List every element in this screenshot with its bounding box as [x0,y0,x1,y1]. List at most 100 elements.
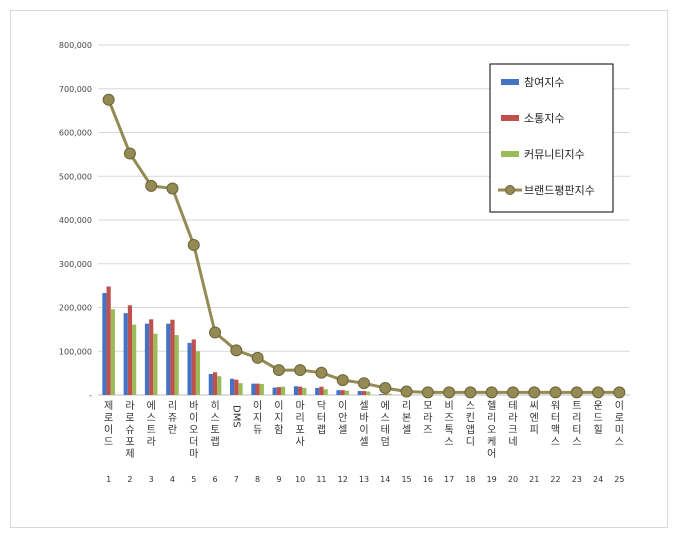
bar [383,394,388,395]
bar [187,342,192,395]
y-tick-label: 600,000 [59,129,92,138]
rank-label: 21 [529,475,539,484]
rank-label: 10 [295,475,305,484]
bar [298,386,303,395]
bar [212,372,218,395]
data-point [336,374,349,387]
bar [302,388,307,395]
bar [123,313,128,395]
bar [251,383,256,395]
data-point [102,93,115,106]
line-series [102,93,626,399]
data-point [145,179,158,192]
y-tick-label: 300,000 [59,260,92,269]
rank-label: 4 [170,475,175,484]
bar [234,379,239,395]
data-point [251,351,264,364]
bar [127,305,133,395]
data-point [315,366,328,379]
bar [174,335,179,395]
bar [361,391,367,395]
bar [280,386,286,395]
bar [149,319,154,395]
data-point [485,386,498,399]
bar [191,339,196,395]
rank-label: 22 [550,475,560,484]
data-point [570,386,583,399]
rank-label: 18 [465,475,475,484]
data-point [166,182,179,195]
y-tick-label: 200,000 [59,304,92,313]
bar [170,319,175,395]
rank-label: 7 [234,475,239,484]
rank-label: 1 [106,475,111,484]
legend-label: 소통지수 [524,112,564,125]
data-point [123,147,136,160]
x-axis: 제 로 이 드 1 라 로 슈 포 제 2 에 스 트 라 3 리 쥬 란 4 바 이 오 더 마 5 히 스 토 랩 6 DMS 7 이 지 듀 8 이… [104,399,624,484]
rank-label: 23 [572,475,582,484]
data-point [400,385,413,398]
data-point [187,238,200,251]
legend-swatch [501,151,519,157]
rank-label: 3 [149,475,154,484]
rank-label: 2 [127,475,132,484]
bar [357,391,362,395]
bar [208,374,213,395]
rank-label: 11 [316,475,326,484]
bar [387,393,392,395]
bar [315,388,320,395]
data-point [592,386,605,399]
data-point [613,386,626,399]
rank-label: 20 [508,475,518,484]
legend-marker [505,185,515,195]
bar [106,286,111,395]
bar [340,390,345,395]
bar [132,324,137,395]
rank-label: 14 [380,475,390,484]
bar [378,394,384,395]
bar [110,309,115,395]
y-axis: - 100,000 200,000 300,000 400,000 500,000 600,… [59,41,92,400]
y-tick-label: 700,000 [59,85,92,94]
bar [272,387,277,395]
y-tick-label: 100,000 [59,347,92,356]
data-point [294,364,307,377]
bar [238,383,243,395]
data-point [506,386,519,399]
data-point [272,364,285,377]
bar [166,323,171,395]
rank-label: 9 [276,475,281,484]
data-point [358,377,370,390]
data-point [528,386,541,399]
bar [323,389,328,395]
data-point [464,386,477,399]
legend-swatch [501,79,519,85]
category-label: DMS [230,405,241,428]
y-tick-label: 400,000 [59,216,92,225]
bar [230,378,235,395]
rank-label: 12 [338,475,348,484]
bar [102,293,107,395]
rank-label: 24 [593,475,603,484]
bar [276,387,281,395]
bar [293,386,299,395]
